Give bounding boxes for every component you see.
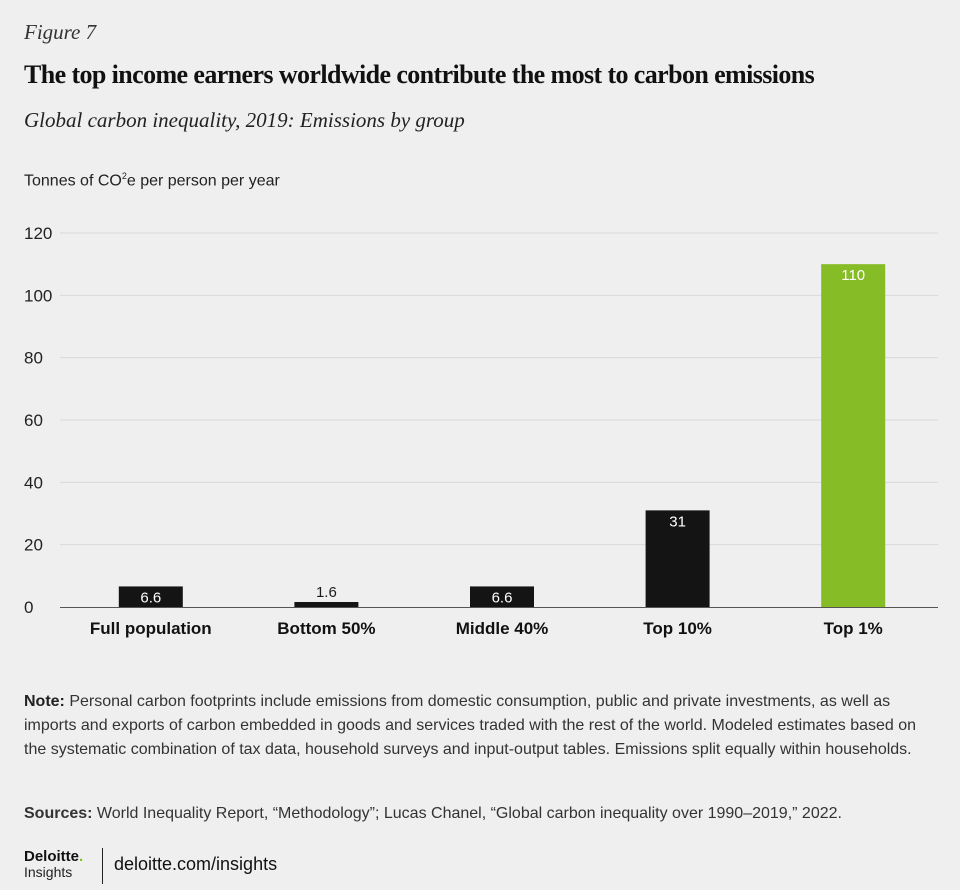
y-tick-label: 100 [24,286,52,305]
data-label: 1.6 [316,584,337,601]
y-axis-label-rest: e per person per year [126,172,280,190]
sources-label: Sources: [24,805,93,822]
y-tick-label: 60 [24,411,43,430]
y-axis-label: Tonnes of CO2e per person per year [24,171,280,190]
data-label: 6.6 [140,589,161,606]
brand-name: Deloitte [24,848,80,865]
deloitte-insights-link[interactable]: deloitte.com/insights [114,854,278,874]
figure-label: Figure 7 [24,20,97,44]
y-axis-label-sup: 2 [121,171,127,181]
bar [118,586,183,607]
note-label: Note: [24,693,65,710]
bar [821,264,886,607]
y-tick-label: 80 [24,349,43,368]
x-tick-label: Bottom 50% [277,619,375,638]
footer-divider [102,848,103,884]
sources-text: World Inequality Report, “Methodology”; … [92,805,842,822]
bar [470,586,534,607]
x-tick-label: Top 10% [643,619,712,638]
data-label: 6.6 [492,589,513,606]
sources: Sources: World Inequality Report, “Metho… [24,805,934,823]
note: Note: Personal carbon footprints include… [24,690,924,762]
y-tick-label: 40 [24,473,43,492]
brand-sub: Insights [24,864,73,880]
bar [294,602,359,607]
x-tick-label: Top 1% [824,619,883,638]
y-tick-label: 20 [24,536,43,555]
y-tick-label: 120 [24,224,52,243]
brand-dot: . [79,848,84,865]
deloitte-logo: Deloitte. [24,848,83,865]
bar [645,510,710,607]
note-text: Personal carbon footprints include emiss… [24,693,917,758]
y-tick-label: 0 [24,598,33,617]
data-label: 110 [841,267,865,284]
x-tick-label: Full population [90,619,212,638]
x-tick-label: Middle 40% [456,619,549,638]
bar-chart: 0 20 40 60 80 100 120 6.6 Full population 1.6 Bott… [24,224,938,638]
y-axis-label-main: Tonnes of CO [24,172,122,190]
data-label: 31 [669,513,686,530]
chart-subtitle: Global carbon inequality, 2019: Emission… [24,108,465,132]
chart-title: The top income earners worldwide contrib… [24,60,815,89]
